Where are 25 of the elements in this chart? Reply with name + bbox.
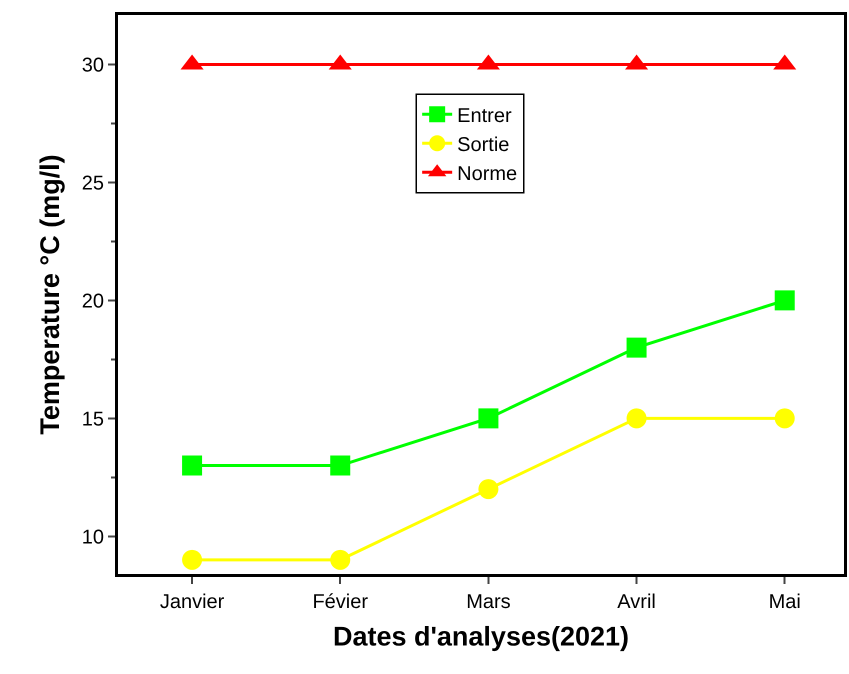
x-tick-label: Mars bbox=[466, 591, 511, 613]
legend-label: Entrer bbox=[457, 105, 512, 128]
point bbox=[774, 290, 795, 310]
y-axis-title: Temperature °C (mg/l) bbox=[34, 154, 65, 435]
point bbox=[478, 479, 498, 500]
point bbox=[774, 408, 795, 428]
point bbox=[626, 338, 647, 358]
x-tick-label: Mai bbox=[768, 591, 801, 613]
y-tick-label: 10 bbox=[82, 526, 104, 548]
x-tick-label: Févier bbox=[312, 591, 368, 613]
legend-label: Sortie bbox=[457, 134, 510, 156]
point bbox=[626, 408, 647, 428]
point bbox=[330, 550, 350, 570]
point bbox=[478, 408, 498, 428]
point bbox=[182, 456, 202, 476]
point bbox=[182, 550, 202, 570]
x-tick-label: Avril bbox=[617, 591, 656, 613]
legend-label: Norme bbox=[457, 163, 518, 186]
y-tick-label: 15 bbox=[82, 408, 104, 430]
y-tick-label: 30 bbox=[82, 54, 104, 77]
point bbox=[330, 456, 350, 476]
x-axis-title: Dates d'analyses(2021) bbox=[332, 621, 630, 652]
y-tick-label: 20 bbox=[82, 290, 104, 312]
y-tick-label: 25 bbox=[82, 172, 104, 194]
x-tick-label: Janvier bbox=[160, 591, 225, 613]
